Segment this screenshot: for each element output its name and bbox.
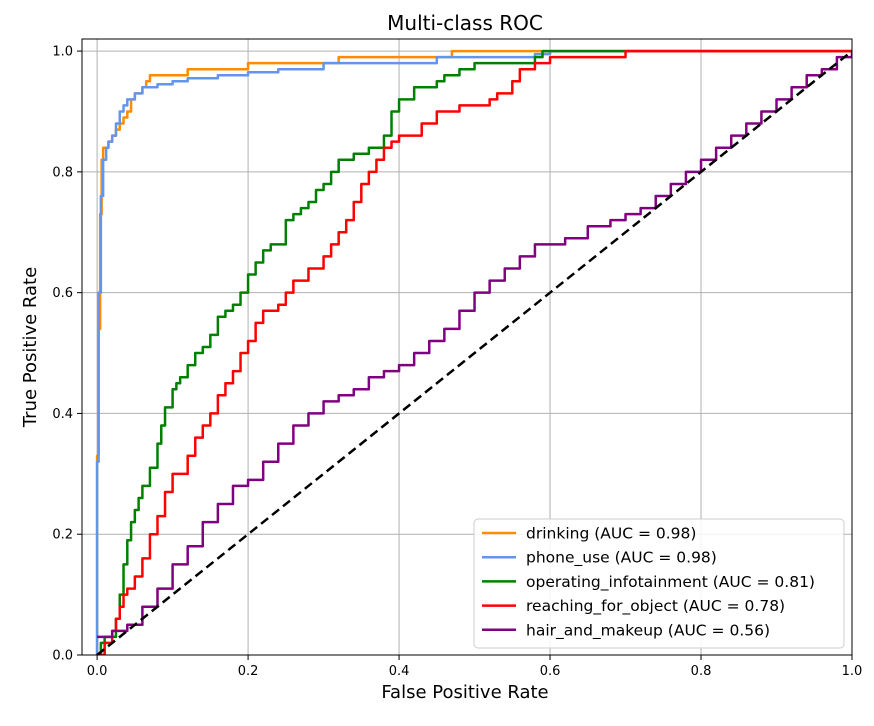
roc-curve-4	[97, 49, 852, 655]
x-tick-label: 1.0	[842, 664, 863, 679]
plot-frame	[81, 38, 853, 656]
plot-area	[95, 49, 852, 655]
x-axis-label: False Positive Rate	[381, 682, 548, 703]
x-tick-label: 0.2	[238, 664, 259, 679]
x-tick-label: 0.4	[389, 664, 410, 679]
roc-curve-2	[95, 49, 717, 655]
y-tick-label: 0.8	[52, 165, 73, 180]
legend-entry: phone_use (AUC = 0.98)	[526, 549, 717, 568]
legend-entry: drinking (AUC = 0.98)	[526, 525, 696, 543]
y-tick-label: 0.6	[52, 286, 73, 301]
legend: drinking (AUC = 0.98) phone_use (AUC = 0.…	[473, 518, 845, 649]
x-tick-label: 0.8	[691, 664, 712, 679]
x-tick-label: 0.6	[540, 664, 561, 679]
chance-diagonal-line	[96, 50, 852, 655]
legend-box	[473, 518, 845, 649]
y-tick-label: 0.0	[52, 649, 73, 664]
y-tick-label: 0.4	[52, 407, 73, 422]
legend-entry: reaching_for_object (AUC = 0.78)	[526, 597, 785, 616]
y-tick-label: 1.0	[52, 45, 73, 60]
y-axis-label: True Positive Rate	[20, 267, 41, 428]
y-axis-ticks: 0.0 0.2 0.4 0.6 0.8 1.0	[52, 45, 82, 664]
x-axis-ticks: 0.0 0.2 0.4 0.6 0.8 1.0	[87, 655, 863, 679]
x-tick-label: 0.0	[87, 664, 108, 679]
legend-entry: hair_and_makeup (AUC = 0.56)	[526, 621, 770, 640]
roc-curve-3	[97, 49, 852, 655]
chart-title: Multi-class ROC	[387, 11, 543, 35]
y-tick-label: 0.2	[52, 528, 73, 543]
roc-curve-5	[97, 51, 852, 639]
legend-entry: operating_infotainment (AUC = 0.81)	[526, 573, 815, 592]
